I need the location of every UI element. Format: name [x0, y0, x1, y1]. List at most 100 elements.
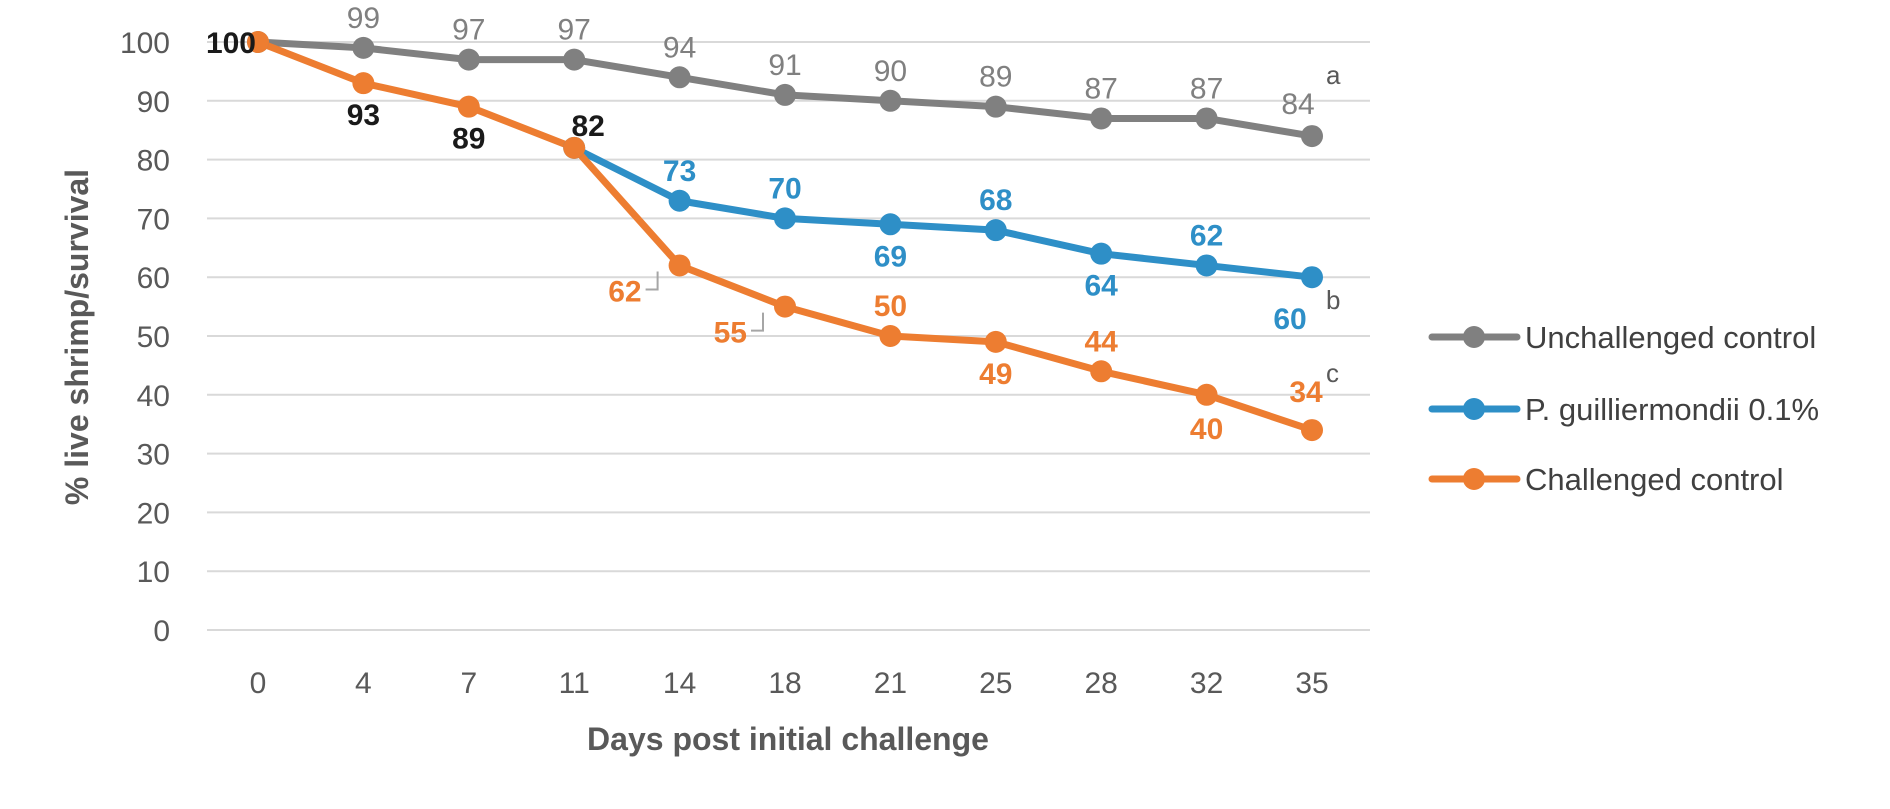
data-label: 62 — [1190, 219, 1223, 252]
x-tick-labels: 0 4 7 11 14 18 21 25 28 32 35 — [250, 667, 1329, 700]
y-tick-label: 10 — [137, 556, 170, 589]
data-label: 69 — [874, 240, 907, 273]
data-point — [1301, 125, 1323, 148]
x-tick-label: 28 — [1085, 667, 1118, 700]
data-label: 55 — [714, 317, 747, 350]
data-point — [1195, 107, 1218, 130]
y-tick-label: 50 — [137, 321, 170, 354]
data-label: 64 — [1085, 270, 1119, 303]
y-tick-label: 0 — [153, 615, 170, 648]
data-point — [563, 48, 586, 71]
data-point — [457, 95, 480, 118]
data-point — [879, 213, 902, 236]
data-point — [1301, 419, 1323, 442]
legend-label: Challenged control — [1525, 462, 1784, 497]
significance-letter: a — [1326, 60, 1341, 90]
gridlines — [207, 41, 1370, 631]
data-label: 73 — [663, 155, 696, 188]
data-point — [352, 72, 375, 95]
data-label: 97 — [558, 14, 591, 47]
legend: Unchallenged control P. guilliermondii 0.… — [1428, 320, 1819, 497]
data-point — [1301, 266, 1323, 289]
data-label: 82 — [572, 110, 605, 143]
data-point — [984, 95, 1007, 118]
data-label: 87 — [1190, 72, 1223, 105]
label-leader-lines — [645, 271, 764, 332]
data-point — [879, 325, 902, 347]
x-axis-title: Days post initial challenge — [587, 721, 989, 757]
y-tick-label: 60 — [137, 262, 170, 295]
y-axis-title: % live shrimp/survival — [59, 169, 95, 505]
data-label: 87 — [1085, 72, 1118, 105]
significance-letters: a b c — [1326, 60, 1341, 388]
y-tick-label: 70 — [137, 203, 170, 236]
x-tick-label: 32 — [1190, 667, 1223, 700]
data-point — [1090, 107, 1113, 130]
data-labels: 100 99 97 97 94 91 90 89 87 87 84 73 70 69 68 64 62 60 93 8… — [206, 2, 1323, 446]
data-label: 89 — [979, 61, 1012, 94]
x-tick-label: 0 — [250, 667, 267, 700]
data-point — [1195, 383, 1218, 406]
data-label: 100 — [206, 27, 256, 60]
y-tick-label: 20 — [137, 497, 170, 530]
y-tick-label: 80 — [137, 145, 170, 178]
y-tick-label: 100 — [120, 27, 170, 60]
data-point — [247, 31, 269, 53]
leader-line — [751, 312, 764, 332]
data-label: 94 — [663, 31, 696, 64]
data-label: 97 — [452, 14, 485, 47]
data-point — [984, 219, 1007, 242]
data-label: 44 — [1085, 325, 1119, 358]
significance-letter: c — [1326, 358, 1339, 388]
x-tick-label: 7 — [460, 667, 477, 700]
data-label: 49 — [979, 358, 1012, 391]
legend-label: Unchallenged control — [1525, 320, 1816, 355]
legend-marker — [1463, 398, 1485, 420]
data-point — [668, 189, 691, 212]
x-tick-label: 21 — [874, 667, 907, 700]
data-label: 90 — [874, 55, 907, 88]
legend-label: P. guilliermondii 0.1% — [1525, 392, 1819, 427]
y-tick-label: 30 — [137, 439, 170, 472]
legend-marker — [1463, 468, 1485, 490]
significance-letter: b — [1326, 285, 1340, 315]
data-label: 34 — [1289, 376, 1323, 409]
y-tick-labels: 0 10 20 30 40 50 60 70 80 90 100 — [120, 27, 170, 648]
data-label: 99 — [347, 2, 380, 35]
data-label: 50 — [874, 290, 907, 323]
data-point — [879, 89, 902, 112]
data-label: 91 — [768, 49, 801, 82]
x-tick-label: 25 — [979, 667, 1012, 700]
data-label: 60 — [1273, 303, 1306, 336]
data-point — [1090, 360, 1113, 383]
legend-marker — [1463, 326, 1485, 348]
data-label: 62 — [608, 275, 641, 308]
series-points — [247, 31, 1323, 442]
data-label: 89 — [452, 123, 485, 156]
data-point — [563, 136, 586, 159]
data-point — [352, 36, 375, 59]
y-tick-label: 90 — [137, 86, 170, 119]
data-label: 93 — [347, 99, 380, 132]
data-point — [668, 66, 691, 89]
x-tick-label: 11 — [559, 667, 590, 700]
data-point — [774, 83, 796, 106]
data-point — [1090, 242, 1113, 265]
data-label: 84 — [1281, 88, 1314, 121]
data-point — [457, 48, 480, 71]
data-label: 40 — [1190, 413, 1223, 446]
data-point — [668, 254, 691, 277]
data-point — [984, 330, 1007, 353]
series-line-1 — [570, 144, 1316, 281]
x-tick-label: 35 — [1295, 667, 1328, 700]
data-label: 68 — [979, 184, 1012, 217]
data-point — [774, 207, 796, 230]
y-tick-label: 40 — [137, 380, 170, 413]
data-point — [1195, 254, 1218, 277]
x-tick-label: 18 — [768, 667, 801, 700]
leader-line — [645, 271, 659, 291]
x-tick-label: 14 — [663, 667, 696, 700]
x-tick-label: 4 — [355, 667, 372, 700]
